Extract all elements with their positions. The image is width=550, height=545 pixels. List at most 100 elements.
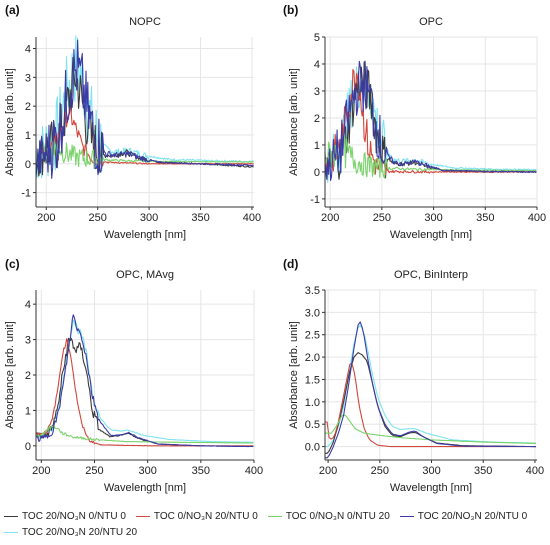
legend-label: TOC 20/NO₃N 0/NTU 0 xyxy=(22,510,126,522)
y-tick-label: 2 xyxy=(25,101,31,113)
y-tick-label: -1 xyxy=(310,194,320,206)
y-tick-label: 2 xyxy=(314,113,320,125)
x-tick-label: 350 xyxy=(191,212,209,224)
series-group xyxy=(36,314,254,448)
legend-swatch xyxy=(267,515,282,517)
series-line xyxy=(325,134,537,179)
legend: TOC 20/NO₃N 0/NTU 0 TOC 0/NO₃N 20/NTU 0 … xyxy=(4,508,546,540)
y-tick-label: 3 xyxy=(25,72,31,84)
x-tick-label: 300 xyxy=(140,212,158,224)
y-tick-label: 1.0 xyxy=(305,397,320,409)
x-tick-label: 400 xyxy=(243,212,261,224)
x-tick-label: 400 xyxy=(526,465,544,477)
panel-label: (b) xyxy=(283,3,298,17)
legend-label: TOC 20/NO₃N 20/NTU 20 xyxy=(22,526,138,538)
y-tick-label: 4 xyxy=(25,299,31,311)
legend-item: TOC 20/NO₃N 20/NTU 20 xyxy=(4,527,137,538)
y-tick-label: 3.0 xyxy=(305,307,320,319)
legend-item: TOC 0/NO₃N 0/NTU 20 xyxy=(267,510,390,522)
x-axis-label: Wavelength [nm] xyxy=(390,229,472,241)
series-line xyxy=(325,60,537,182)
panel-label: (c) xyxy=(5,257,20,271)
y-tick-label: -1 xyxy=(21,188,31,200)
y-tick-label: 0 xyxy=(25,159,31,171)
chart-title: OPC, BinInterp xyxy=(394,269,468,281)
chart-panel-2: 200 250 300 350 400 -1 0 1 2 3 4 5 OPC Wavelength [nm… xyxy=(283,3,546,241)
x-axis-label: Wavelength [nm] xyxy=(104,482,186,494)
x-tick-label: 200 xyxy=(37,212,55,224)
y-tick-label: 2.5 xyxy=(305,330,320,342)
y-tick-label: 0.5 xyxy=(305,419,320,431)
y-tick-label: 1 xyxy=(25,130,31,142)
series-group xyxy=(325,321,536,459)
y-tick-label: 1 xyxy=(25,405,31,417)
legend-item: TOC 20/NO₃N 20/NTU 0 xyxy=(399,510,528,522)
x-tick-label: 200 xyxy=(32,465,50,477)
legend-item: TOC 20/NO₃N 0/NTU 0 xyxy=(4,511,126,522)
x-tick-label: 400 xyxy=(245,465,263,477)
y-axis-label: Absorbance [arb. unit] xyxy=(4,68,16,176)
legend-label: TOC 0/NO₃N 20/NTU 0 xyxy=(153,510,258,522)
x-tick-label: 250 xyxy=(373,212,391,224)
legend-swatch xyxy=(4,515,18,517)
series-line xyxy=(36,39,254,179)
series-line xyxy=(36,338,254,447)
x-tick-label: 400 xyxy=(528,212,546,224)
legend-swatch xyxy=(135,515,150,517)
y-axis-label: Absorbance [arb. unit] xyxy=(288,321,300,429)
x-axis-label: Wavelength [nm] xyxy=(104,229,186,241)
legend-label: TOC 0/NO₃N 0/NTU 20 xyxy=(285,510,390,522)
legend-swatch xyxy=(399,515,414,517)
series-group xyxy=(36,35,254,179)
x-tick-label: 350 xyxy=(192,465,210,477)
y-axis-label: Absorbance [arb. unit] xyxy=(4,321,16,429)
legend-label: TOC 20/NO₃N 20/NTU 0 xyxy=(417,510,528,522)
y-tick-label: 3 xyxy=(314,86,320,98)
x-tick-label: 300 xyxy=(138,465,156,477)
series-line xyxy=(325,352,536,454)
series-line xyxy=(36,337,254,448)
y-tick-label: 0 xyxy=(25,441,31,453)
y-tick-label: 0 xyxy=(314,167,320,179)
series-line xyxy=(36,319,254,443)
series-group xyxy=(325,60,537,183)
legend-swatch xyxy=(4,531,18,533)
panel-label: (d) xyxy=(283,257,298,271)
x-tick-label: 300 xyxy=(422,465,440,477)
chart-panel-3: 200 250 300 350 400 0 1 2 3 4 OPC, MAvg Wavelength … xyxy=(4,257,263,494)
chart-panel-1: 200 250 300 350 400 -1 0 1 2 3 4 NOPC Wavelength [nm… xyxy=(4,3,261,241)
x-axis-label: Wavelength [nm] xyxy=(390,482,472,494)
chart-panel-4: 200 250 300 350 400 0.0 0.5 1.0 1.5 2.0 2.5 3.0 3.5 O… xyxy=(283,257,544,494)
x-tick-label: 200 xyxy=(321,212,339,224)
series-line xyxy=(325,414,536,444)
chart-title: NOPC xyxy=(129,16,161,28)
y-tick-label: 5 xyxy=(314,32,320,44)
x-tick-label: 350 xyxy=(476,212,494,224)
chart-title: OPC xyxy=(419,16,443,28)
x-tick-label: 200 xyxy=(319,465,337,477)
legend-row-2: TOC 20/NO₃N 20/NTU 20 xyxy=(4,524,546,540)
series-line xyxy=(36,425,254,444)
y-tick-label: 4 xyxy=(314,59,320,71)
x-tick-label: 250 xyxy=(89,212,107,224)
y-tick-label: 1 xyxy=(314,140,320,152)
series-line xyxy=(325,69,537,176)
series-line xyxy=(325,321,536,459)
y-tick-label: 0.0 xyxy=(305,442,320,454)
y-tick-label: 4 xyxy=(25,44,31,56)
panel-label: (a) xyxy=(5,3,20,17)
y-axis-label: Absorbance [arb. unit] xyxy=(288,68,300,176)
series-line xyxy=(36,35,254,179)
y-tick-label: 2.0 xyxy=(305,352,320,364)
x-tick-label: 300 xyxy=(424,212,442,224)
x-tick-label: 250 xyxy=(85,465,103,477)
x-tick-label: 250 xyxy=(371,465,389,477)
series-line xyxy=(36,314,254,448)
y-tick-label: 2 xyxy=(25,370,31,382)
y-tick-label: 3 xyxy=(25,335,31,347)
legend-row-1: TOC 20/NO₃N 0/NTU 0 TOC 0/NO₃N 20/NTU 0 … xyxy=(4,508,546,524)
y-tick-label: 1.5 xyxy=(305,374,320,386)
x-tick-label: 350 xyxy=(474,465,492,477)
legend-item: TOC 0/NO₃N 20/NTU 0 xyxy=(135,510,258,522)
